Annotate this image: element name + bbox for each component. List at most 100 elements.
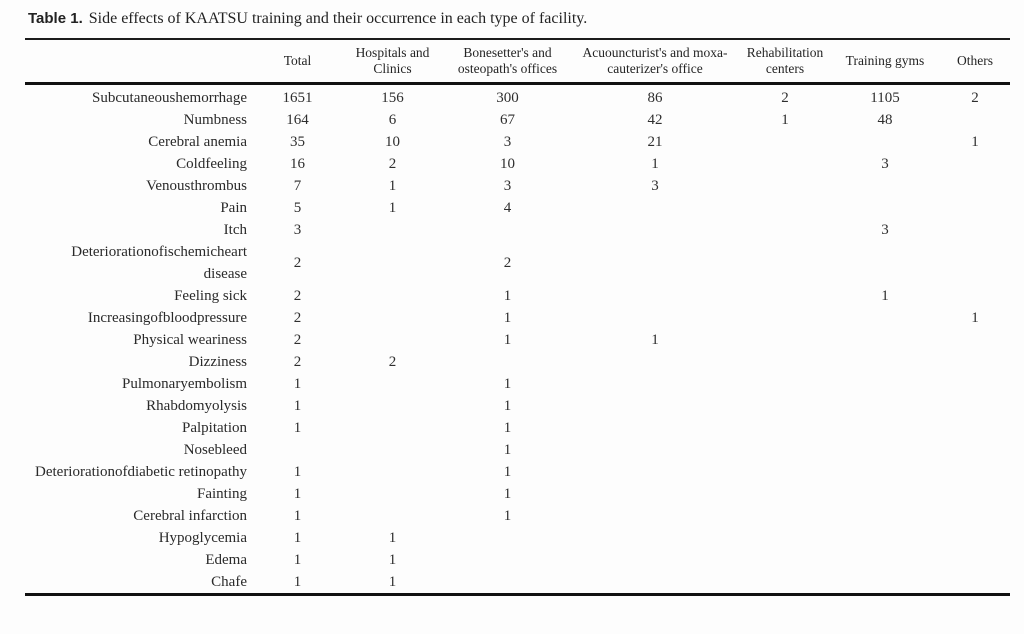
value-cell: 164 — [286, 112, 309, 128]
row-label: Chafe — [211, 574, 247, 590]
value-cell: 35 — [290, 134, 305, 150]
value-cell: 2 — [293, 332, 302, 348]
value-cell — [940, 505, 1010, 527]
table-row: Palpitation 1 1 — [25, 417, 1010, 439]
value-cell — [570, 483, 740, 505]
row-label: Pain — [220, 200, 247, 216]
column-header: Bonesetter's and osteopath's offices — [457, 45, 558, 76]
table-row: Hypoglycemia 1 1 — [25, 527, 1010, 549]
value-cell — [940, 373, 1010, 395]
value-cell — [340, 329, 445, 351]
value-cell: 1 — [971, 310, 979, 326]
table-row: Edema 1 1 — [25, 549, 1010, 571]
value-cell — [340, 439, 445, 461]
row-label: Deteriorationofischemicheart disease — [71, 244, 247, 282]
value-cell: 1 — [388, 200, 397, 216]
value-cell — [740, 395, 830, 417]
value-cell — [740, 351, 830, 373]
row-label: Coldfeeling — [176, 156, 247, 172]
value-cell — [830, 505, 940, 527]
value-cell — [940, 351, 1010, 373]
value-cell — [830, 307, 940, 329]
value-cell — [740, 373, 830, 395]
value-cell: 1 — [293, 508, 302, 524]
row-label: Increasingofbloodpressure — [87, 310, 247, 326]
value-cell: 2 — [388, 354, 397, 370]
value-cell — [340, 483, 445, 505]
table-row: Fainting 1 1 — [25, 483, 1010, 505]
value-cell: 3 — [881, 222, 889, 238]
value-cell — [830, 351, 940, 373]
value-cell — [830, 483, 940, 505]
table-row: Pain 5 1 4 — [25, 197, 1010, 219]
row-label: Rhabdomyolysis — [146, 398, 247, 414]
value-cell — [830, 241, 940, 285]
column-header: Acuouncturist's and moxa-cauterizer's of… — [582, 45, 728, 76]
value-cell — [830, 197, 940, 219]
table-row: Itch 3 3 — [25, 219, 1010, 241]
value-cell: 1 — [388, 530, 397, 546]
value-cell — [740, 285, 830, 307]
row-label-header — [25, 39, 255, 84]
value-cell — [340, 373, 445, 395]
value-cell: 86 — [647, 90, 663, 106]
value-cell: 2 — [293, 255, 302, 271]
row-label: Subcutaneoushemorrhage — [92, 90, 247, 106]
value-cell: 1 — [293, 464, 302, 480]
value-cell — [740, 131, 830, 153]
value-cell: 1 — [293, 530, 302, 546]
value-cell — [340, 417, 445, 439]
row-label: Physical weariness — [133, 332, 247, 348]
value-cell — [830, 527, 940, 549]
table-caption-text: Side effects of KAATSU training and thei… — [88, 10, 588, 27]
table-row: Pulmonaryembolism 1 1 — [25, 373, 1010, 395]
value-cell: 1 — [651, 332, 659, 348]
table-caption-number: Table 1. — [28, 10, 83, 27]
value-cell: 3 — [503, 134, 512, 150]
value-cell: 7 — [293, 178, 302, 194]
value-cell — [740, 505, 830, 527]
value-cell: 10 — [385, 134, 400, 150]
value-cell — [940, 241, 1010, 285]
value-cell — [740, 549, 830, 571]
value-cell — [940, 527, 1010, 549]
value-cell: 5 — [293, 200, 302, 216]
table-row: Coldfeeling 16 2 10 1 3 — [25, 153, 1010, 175]
value-cell: 1 — [503, 288, 512, 304]
row-label: Palpitation — [182, 420, 247, 436]
table-row: Venousthrombus 7 1 3 3 — [25, 175, 1010, 197]
value-cell: 1 — [293, 486, 302, 502]
value-cell — [340, 219, 445, 241]
row-label: Feeling sick — [174, 288, 247, 304]
value-cell — [570, 571, 740, 595]
value-cell: 1 — [293, 552, 302, 568]
table-row: Deteriorationofdiabetic retinopathy 1 1 — [25, 461, 1010, 483]
value-cell — [570, 461, 740, 483]
value-cell — [570, 439, 740, 461]
value-cell: 1 — [781, 112, 789, 128]
table-header-row: Total Hospitals and Clinics Bonesetter's a… — [25, 39, 1010, 84]
row-label: Pulmonaryembolism — [122, 376, 247, 392]
value-cell — [830, 549, 940, 571]
value-cell — [340, 307, 445, 329]
value-cell — [740, 417, 830, 439]
value-cell: 16 — [290, 156, 305, 172]
value-cell — [940, 153, 1010, 175]
row-label: Numbness — [183, 112, 247, 128]
value-cell — [940, 109, 1010, 131]
value-cell: 3 — [881, 156, 889, 172]
value-cell — [940, 395, 1010, 417]
value-cell — [445, 219, 570, 241]
value-cell: 1 — [503, 486, 512, 502]
value-cell: 42 — [647, 112, 663, 128]
value-cell — [340, 241, 445, 285]
table-row: Numbness 164 6 67 42 1 48 — [25, 109, 1010, 131]
value-cell: 1 — [503, 508, 512, 524]
value-cell — [570, 373, 740, 395]
row-label: Edema — [205, 552, 247, 568]
value-cell — [940, 175, 1010, 197]
table-row: Chafe 1 1 — [25, 571, 1010, 595]
value-cell — [570, 307, 740, 329]
value-cell — [740, 307, 830, 329]
table-row: Feeling sick 2 1 1 — [25, 285, 1010, 307]
